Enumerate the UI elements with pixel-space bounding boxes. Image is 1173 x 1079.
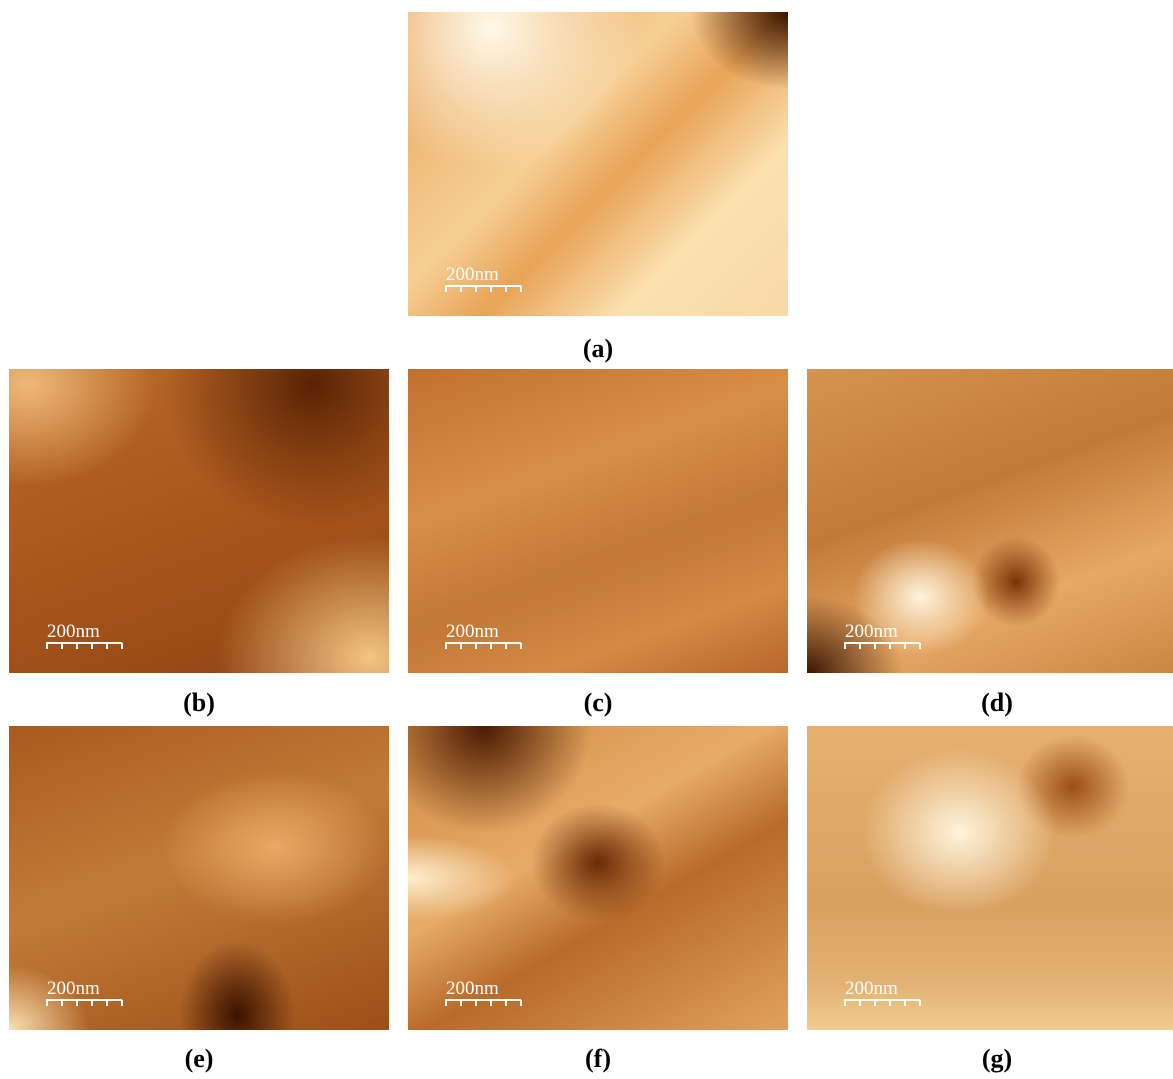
panel-label: (c) [408, 688, 788, 718]
scale-bar-text: 200nm [47, 978, 100, 999]
scale-bar-text: 200nm [446, 978, 499, 999]
scale-bar-text: 200nm [845, 621, 898, 642]
scale-bar: 200nm [408, 369, 788, 673]
scale-bar: 200nm [9, 726, 389, 1030]
panel-label: (a) [408, 334, 788, 364]
afm-image: 200nm [408, 12, 788, 316]
afm-image: 200nm [807, 726, 1173, 1030]
afm-image: 200nm [408, 369, 788, 673]
panel-label: (f) [408, 1044, 788, 1074]
panel-label: (b) [9, 688, 389, 718]
panel-label: (g) [807, 1044, 1173, 1074]
scale-bar-text: 200nm [446, 621, 499, 642]
scale-bar-text: 200nm [47, 621, 100, 642]
afm-image: 200nm [9, 726, 389, 1030]
scale-bar: 200nm [807, 369, 1173, 673]
scale-bar-text: 200nm [446, 264, 499, 285]
afm-image: 200nm [408, 726, 788, 1030]
scale-bar: 200nm [807, 726, 1173, 1030]
scale-bar: 200nm [9, 369, 389, 673]
afm-image: 200nm [9, 369, 389, 673]
scale-bar-text: 200nm [845, 978, 898, 999]
afm-image: 200nm [807, 369, 1173, 673]
panel-label: (e) [9, 1044, 389, 1074]
panel-label: (d) [807, 688, 1173, 718]
figure: 200nm (a) 200nm (b) 200nm (c) 200nm (d) 200nm (e)… [0, 0, 1173, 1079]
scale-bar: 200nm [408, 12, 788, 316]
scale-bar: 200nm [408, 726, 788, 1030]
